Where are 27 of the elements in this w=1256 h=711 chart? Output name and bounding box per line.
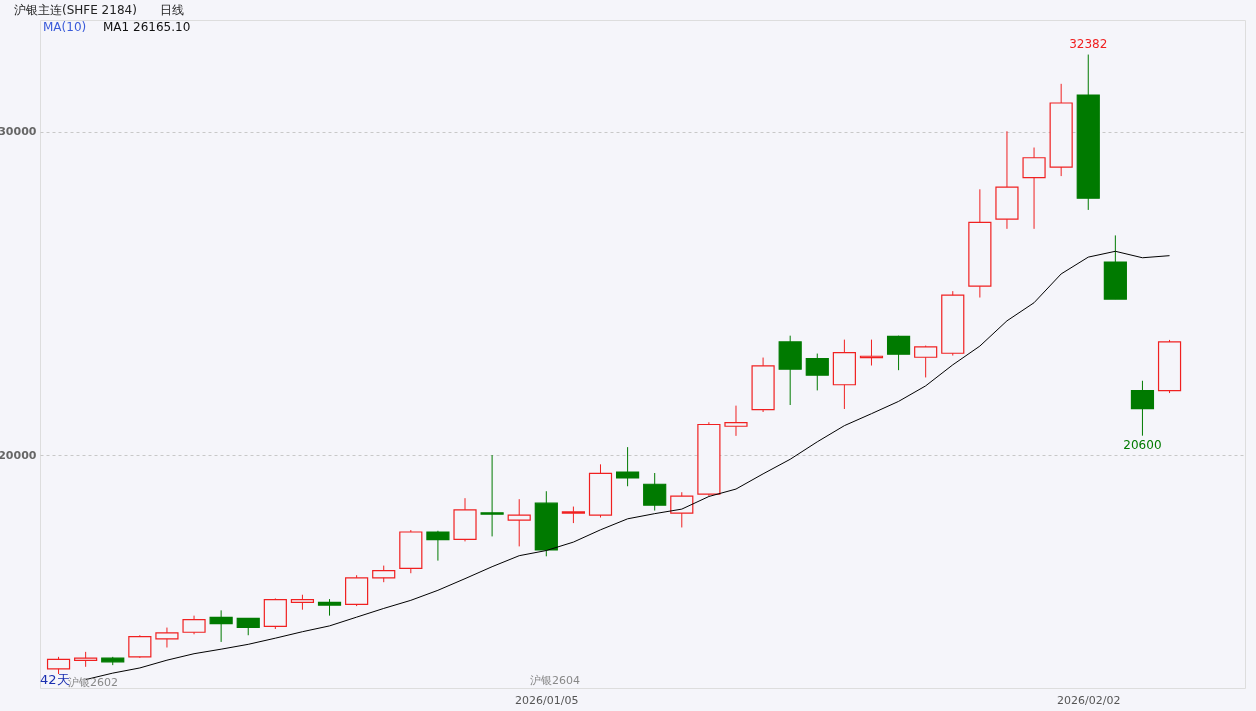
candlestick (209, 609, 233, 643)
candlestick (128, 634, 152, 659)
annotation: 20600 (1123, 437, 1162, 452)
text: MA(10) (43, 20, 87, 34)
candlestick (616, 446, 640, 487)
candlestick (507, 498, 531, 547)
chart-title: 沪银主连(SHFE 2184) (14, 3, 137, 17)
candlestick (1130, 380, 1155, 437)
candlestick (155, 627, 179, 648)
candlestick (182, 615, 206, 635)
candlestick (643, 472, 667, 512)
x-tick-label: 2026/01/05 (515, 693, 579, 707)
annotation: 32382 (1069, 36, 1108, 51)
text: 日线 (160, 3, 184, 17)
candlestick (670, 491, 694, 528)
candlestick (724, 405, 748, 437)
candlestick (805, 353, 829, 391)
candlestick (480, 454, 504, 537)
annotation: MA1 26165.10 (103, 20, 191, 34)
candlestick (426, 530, 450, 562)
candlestick (886, 335, 911, 371)
annotation: 沪银2602 (68, 676, 118, 689)
annotation: 沪银2604 (530, 674, 580, 687)
annotation: 42天 (40, 672, 70, 687)
candlestick (914, 345, 938, 378)
candlestick (1022, 147, 1046, 230)
x-tick-label: 2026/02/02 (1057, 693, 1121, 707)
